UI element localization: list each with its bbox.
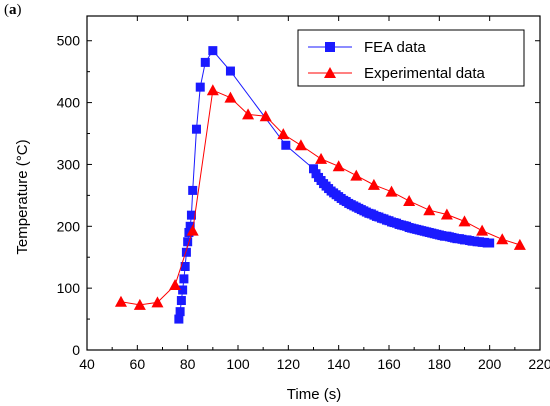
data-point (169, 279, 182, 291)
x-tick-label: 100 (226, 356, 250, 372)
data-point (350, 169, 363, 181)
x-tick-label: 80 (180, 356, 196, 372)
x-axis-label: Time (s) (287, 386, 341, 403)
y-tick-label: 500 (57, 33, 81, 49)
data-point (191, 124, 201, 134)
data-point (178, 285, 188, 295)
data-point (174, 314, 184, 324)
series-line-experimental (120, 89, 521, 306)
data-point (200, 57, 210, 67)
data-point (225, 66, 235, 76)
data-point (175, 307, 185, 317)
data-point (151, 296, 164, 308)
legend-label-fea: FEA data (364, 39, 426, 56)
data-point (277, 128, 290, 140)
data-point (206, 84, 219, 96)
data-point (224, 91, 237, 103)
x-tick-label: 220 (528, 356, 550, 372)
data-point (423, 204, 436, 216)
data-point (242, 108, 255, 120)
data-point (513, 238, 526, 250)
data-point (186, 224, 199, 236)
y-tick-label: 200 (57, 218, 81, 234)
data-point (332, 160, 345, 172)
series-fea (174, 46, 495, 324)
data-point (315, 152, 328, 164)
data-point (294, 139, 307, 151)
legend: FEA data Experimental data (297, 29, 525, 87)
x-tick-label: 140 (327, 356, 351, 372)
data-point (188, 185, 198, 195)
data-point (476, 224, 489, 236)
x-tick-label: 180 (428, 356, 452, 372)
x-tick-label: 40 (79, 356, 95, 372)
panel-label: (a) (4, 2, 22, 18)
legend-label-experimental: Experimental data (364, 65, 486, 82)
data-point (458, 215, 471, 227)
y-axis-label: Temperature (°C) (14, 139, 31, 254)
legend-marker-fea (325, 42, 335, 52)
plot-area (114, 46, 526, 324)
data-point (281, 140, 291, 150)
series-experimental (114, 84, 526, 310)
series-line-fea (178, 49, 490, 320)
data-point (385, 185, 398, 197)
data-point (183, 237, 193, 247)
data-point (485, 238, 495, 248)
data-point (180, 262, 190, 271)
data-point (208, 46, 218, 56)
x-tick-label: 160 (377, 356, 401, 372)
data-point (114, 295, 127, 307)
legend-marker-experimental (324, 67, 336, 78)
axes: 40 60 80 100 120 140 160 180 200 220 0 100 200 300 400… (57, 15, 550, 372)
data-point (403, 194, 416, 206)
data-point (259, 110, 272, 122)
data-point (181, 247, 191, 257)
data-point (440, 208, 453, 220)
x-tick-label: 200 (478, 356, 502, 372)
data-point (195, 82, 205, 92)
data-point (496, 233, 509, 245)
x-tick-label: 120 (277, 356, 301, 372)
data-point (185, 221, 195, 231)
data-point (133, 298, 146, 310)
x-tick-label: 60 (130, 356, 146, 372)
y-tick-label: 400 (57, 95, 81, 111)
legend-box (297, 29, 525, 87)
data-point (176, 296, 186, 306)
y-tick-label: 0 (72, 342, 80, 358)
data-point (309, 164, 318, 174)
data-point (367, 178, 380, 190)
data-point (179, 274, 189, 284)
y-tick-label: 300 (57, 156, 81, 172)
data-point (186, 210, 196, 220)
y-tick-label: 100 (57, 280, 81, 296)
